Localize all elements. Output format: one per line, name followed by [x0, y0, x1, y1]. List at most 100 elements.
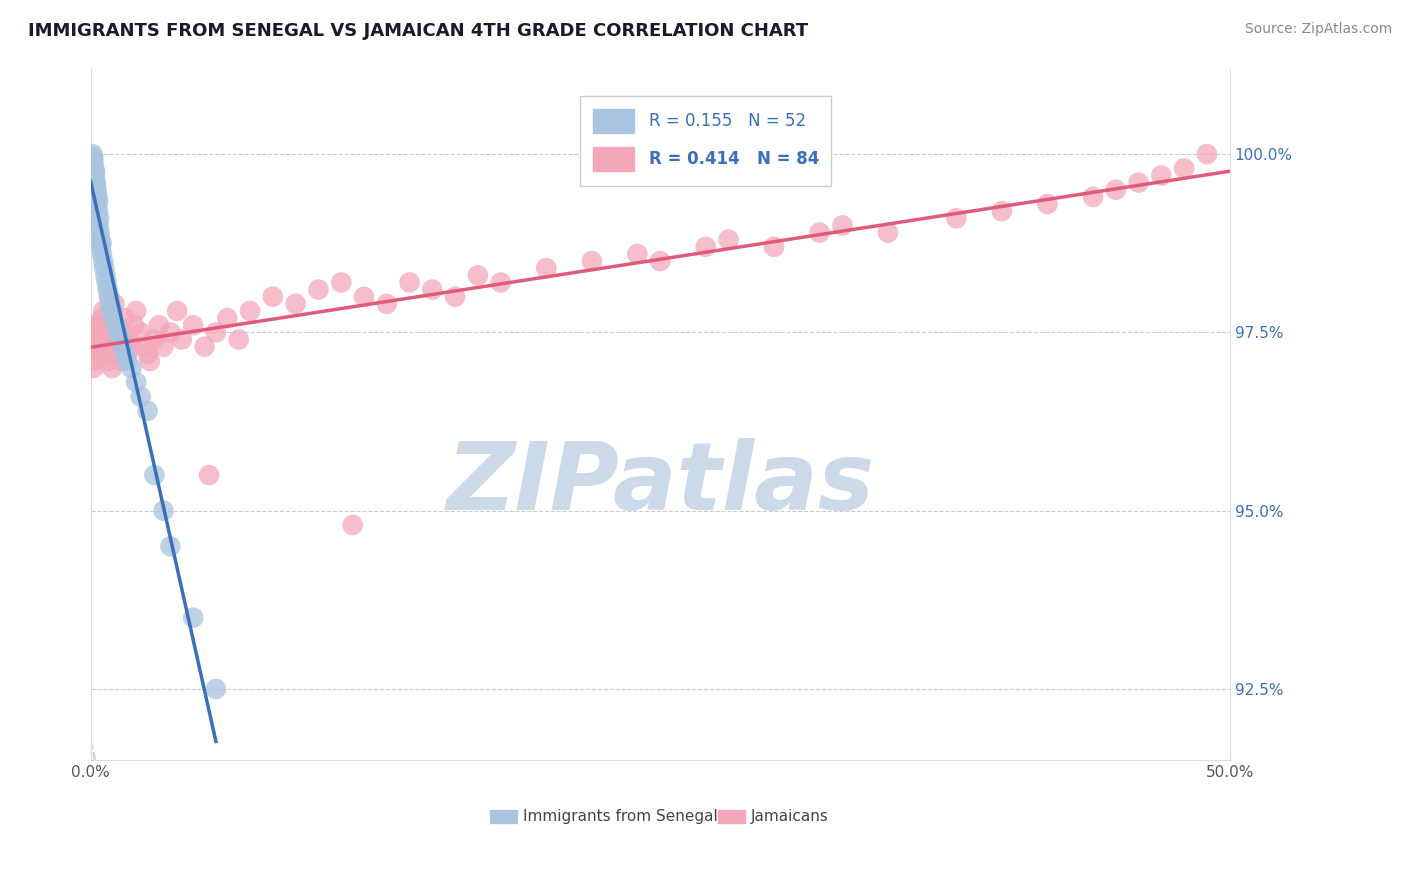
Point	[111, 340, 134, 354]
Point	[166, 304, 188, 318]
Point	[96, 276, 118, 290]
Point	[125, 304, 148, 318]
Point	[991, 204, 1014, 219]
Point	[148, 318, 170, 333]
Point	[83, 161, 105, 176]
Point	[111, 326, 134, 340]
Point	[86, 347, 108, 361]
Point	[228, 333, 250, 347]
Point	[489, 276, 512, 290]
Point	[1173, 161, 1195, 176]
Point	[152, 504, 174, 518]
Point	[87, 194, 110, 208]
Point	[96, 333, 118, 347]
Point	[100, 347, 122, 361]
Point	[239, 304, 262, 318]
Point	[626, 247, 648, 261]
Point	[136, 347, 159, 361]
Point	[82, 153, 104, 167]
Point	[84, 183, 107, 197]
Point	[581, 254, 603, 268]
Point	[763, 240, 786, 254]
Point	[87, 333, 110, 347]
Point	[94, 268, 117, 283]
Point	[444, 290, 467, 304]
Point	[831, 219, 853, 233]
Point	[193, 340, 215, 354]
Point	[121, 340, 143, 354]
Point	[97, 283, 120, 297]
Point	[107, 326, 129, 340]
Point	[115, 354, 138, 368]
Point	[82, 151, 104, 165]
Point	[129, 390, 152, 404]
Point	[125, 376, 148, 390]
Point	[90, 240, 112, 254]
Point	[104, 318, 127, 333]
Point	[121, 361, 143, 376]
Point	[91, 247, 114, 261]
Point	[84, 326, 107, 340]
Point	[83, 169, 105, 183]
Point	[84, 165, 107, 179]
Point	[307, 283, 329, 297]
Point	[110, 354, 132, 368]
Point	[82, 361, 104, 376]
Point	[103, 333, 125, 347]
Point	[129, 326, 152, 340]
Point	[284, 297, 307, 311]
Point	[422, 283, 444, 297]
Point	[808, 226, 831, 240]
Point	[1105, 183, 1128, 197]
Point	[152, 340, 174, 354]
Text: ZIPatlas: ZIPatlas	[446, 438, 875, 530]
Point	[217, 311, 239, 326]
Point	[86, 197, 108, 211]
Point	[1150, 169, 1173, 183]
Point	[115, 347, 138, 361]
FancyBboxPatch shape	[717, 809, 745, 824]
Point	[143, 333, 166, 347]
FancyBboxPatch shape	[592, 108, 636, 134]
Point	[398, 276, 420, 290]
Point	[1081, 190, 1104, 204]
Point	[98, 326, 121, 340]
Point	[84, 340, 107, 354]
Point	[84, 179, 107, 194]
Point	[98, 297, 121, 311]
Point	[87, 204, 110, 219]
Point	[375, 297, 398, 311]
Point	[94, 318, 117, 333]
Point	[90, 340, 112, 354]
Point	[139, 354, 162, 368]
Point	[198, 468, 221, 483]
FancyBboxPatch shape	[581, 96, 831, 186]
Point	[467, 268, 489, 283]
Point	[262, 290, 284, 304]
Point	[97, 354, 120, 368]
Point	[86, 186, 108, 201]
Point	[159, 326, 181, 340]
Point	[159, 539, 181, 553]
Point	[118, 333, 141, 347]
Point	[83, 165, 105, 179]
Text: Immigrants from Senegal: Immigrants from Senegal	[523, 809, 718, 824]
Point	[695, 240, 717, 254]
Point	[536, 261, 558, 276]
Point	[1128, 176, 1150, 190]
Text: R = 0.155   N = 52: R = 0.155 N = 52	[648, 112, 806, 130]
Text: IMMIGRANTS FROM SENEGAL VS JAMAICAN 4TH GRADE CORRELATION CHART: IMMIGRANTS FROM SENEGAL VS JAMAICAN 4TH …	[28, 22, 808, 40]
Point	[89, 318, 111, 333]
Point	[87, 219, 110, 233]
Point	[104, 318, 127, 333]
Point	[103, 297, 125, 311]
Point	[114, 347, 136, 361]
Point	[136, 404, 159, 418]
Point	[83, 155, 105, 169]
Point	[181, 610, 204, 624]
Point	[91, 311, 114, 326]
Point	[945, 211, 967, 226]
Text: R = 0.414   N = 84: R = 0.414 N = 84	[648, 150, 820, 168]
Point	[205, 326, 228, 340]
Point	[1195, 147, 1218, 161]
